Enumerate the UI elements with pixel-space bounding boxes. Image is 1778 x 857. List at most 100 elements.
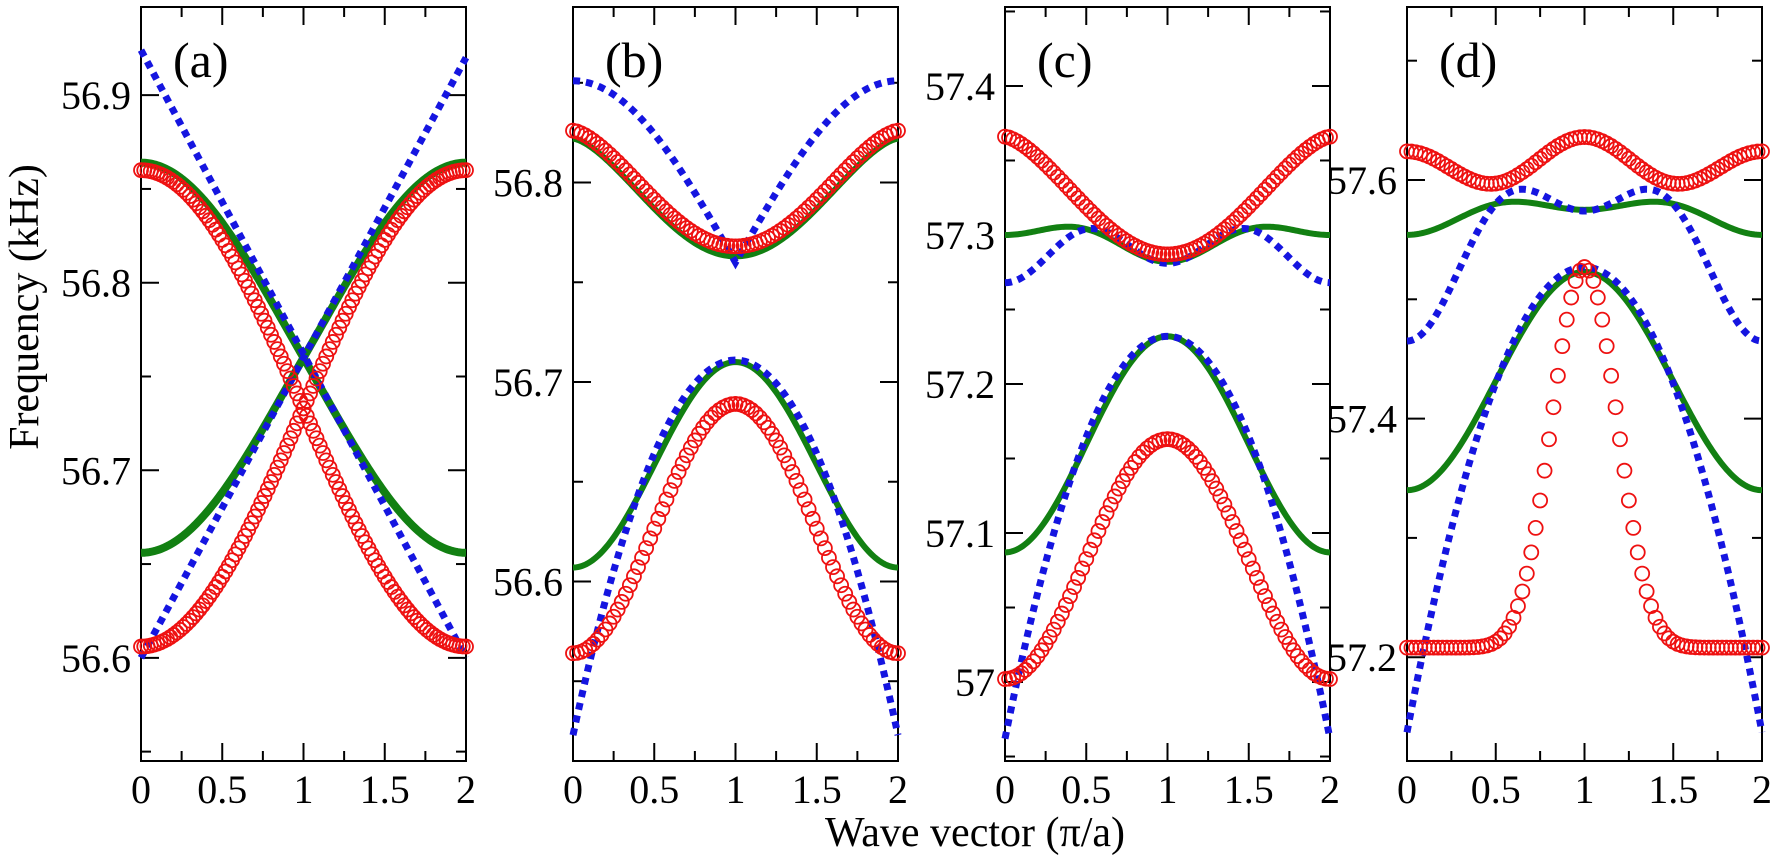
data-point-red-circles [1647, 609, 1664, 626]
data-point-red-circles [1200, 233, 1217, 250]
data-point-red-circles [626, 568, 642, 585]
data-point-red-circles [1638, 164, 1655, 181]
data-point-red-circles [812, 187, 829, 204]
y-tick-label: 56.9 [61, 73, 131, 118]
data-point-red-circles [666, 473, 683, 489]
data-point-red-circles [1607, 399, 1624, 416]
data-point-red-circles [626, 170, 642, 187]
data-point-red-circles [1554, 338, 1571, 355]
data-point-red-circles [383, 221, 400, 238]
data-point-red-circles [808, 191, 825, 208]
data-point-red-circles [674, 217, 691, 233]
data-point-red-circles [298, 393, 315, 409]
series-line-blue-dotted [137, 55, 470, 660]
data-point-red-circles [282, 370, 299, 387]
data-point-red-circles [1248, 569, 1265, 586]
data-point-red-circles [1269, 168, 1286, 185]
data-point-red-circles [1009, 667, 1026, 684]
data-point-red-circles [1041, 629, 1058, 645]
data-point-red-circles [1171, 434, 1188, 451]
x-tick-label: 2 [456, 767, 476, 812]
data-point-red-circles [630, 174, 646, 191]
data-point-red-circles [821, 179, 837, 195]
y-tick-label: 57.4 [925, 64, 995, 109]
data-point-red-circles [282, 430, 299, 447]
data-point-red-circles [1576, 259, 1593, 275]
data-point-red-circles [292, 407, 309, 424]
data-point-red-circles [1567, 273, 1584, 289]
panel-d: 0 0.5 1 1.5 2 57.2 57.4 57.6 (d) [1327, 6, 1772, 812]
panel-frame [1004, 6, 1331, 762]
data-point-red-circles [1236, 202, 1253, 219]
data-point-red-circles [1082, 202, 1099, 219]
data-point-red-circles [784, 464, 801, 480]
x-tick-label: 0 [131, 767, 151, 812]
y-tick-label: 56.8 [61, 261, 131, 306]
data-point-red-circles [279, 363, 296, 380]
data-point-red-circles [1078, 551, 1095, 567]
x-tick-label: 0.5 [1061, 767, 1111, 812]
data-point-red-circles [1594, 311, 1611, 328]
data-point-red-circles [1261, 177, 1277, 194]
data-point-red-circles [1232, 532, 1249, 549]
data-point-red-circles [1066, 579, 1082, 595]
data-point-red-circles [207, 221, 224, 238]
data-point-red-circles [1102, 496, 1119, 513]
data-point-red-circles [259, 319, 276, 336]
data-point-red-circles [256, 312, 273, 329]
data-point-red-circles [256, 488, 273, 504]
data-point-red-circles [1265, 173, 1282, 190]
data-point-red-circles [383, 579, 400, 595]
y-tick-label: 57 [955, 660, 995, 705]
data-point-red-circles [1301, 138, 1318, 155]
data-point-red-circles [1155, 246, 1172, 263]
y-tick-label: 56.7 [493, 360, 563, 405]
data-point-red-circles [1114, 230, 1131, 247]
data-point-red-circles [315, 355, 331, 372]
data-point-red-circles [1612, 431, 1628, 448]
data-point-red-circles [269, 341, 286, 358]
data-point-red-circles [1110, 480, 1127, 497]
series-line-green-solid [1406, 198, 1763, 238]
series-line-blue-dotted [569, 356, 902, 736]
data-point-red-circles [1058, 177, 1074, 194]
data-point-red-circles [318, 348, 335, 365]
data-point-red-circles [808, 520, 825, 537]
data-point-red-circles [1078, 198, 1095, 215]
data-point-red-circles [324, 334, 341, 350]
data-point-red-circles [833, 166, 850, 183]
data-point-red-circles [678, 447, 695, 464]
data-point-red-circles [772, 222, 789, 239]
data-point-red-circles [837, 585, 854, 602]
data-point-red-circles [1261, 597, 1277, 613]
x-tick-label: 1 [1158, 767, 1178, 812]
data-point-red-circles [1545, 140, 1562, 157]
data-point-red-circles [873, 129, 890, 146]
data-point-red-circles [1285, 152, 1302, 169]
data-point-red-circles [1086, 532, 1103, 549]
data-point-red-circles [1098, 505, 1115, 522]
data-point-red-circles [1094, 514, 1111, 530]
data-point-red-circles [841, 158, 858, 174]
data-point-red-circles [1208, 480, 1225, 497]
data-point-red-circles [1301, 662, 1318, 678]
x-axis-title: Wave vector (π/a) [825, 810, 1125, 856]
series-line-blue-dotted [572, 77, 899, 270]
data-point-red-circles [768, 225, 785, 242]
data-point-red-circles [605, 150, 622, 166]
data-point-red-circles [1549, 367, 1566, 384]
x-tick-label: 2 [888, 767, 908, 812]
data-point-red-circles [1216, 496, 1233, 513]
data-point-red-circles [1220, 505, 1237, 522]
data-point-red-circles [890, 645, 906, 662]
data-point-red-circles [331, 319, 348, 336]
series-line-green-solid [1406, 268, 1763, 494]
data-point-red-circles [302, 385, 318, 402]
data-point-red-circles [1041, 160, 1058, 177]
data-point-red-circles [751, 409, 768, 426]
data-point-red-circles [1523, 544, 1540, 561]
data-point-red-circles [1492, 630, 1509, 647]
data-point-red-circles [324, 466, 341, 483]
y-tick-label: 57.3 [925, 213, 995, 258]
